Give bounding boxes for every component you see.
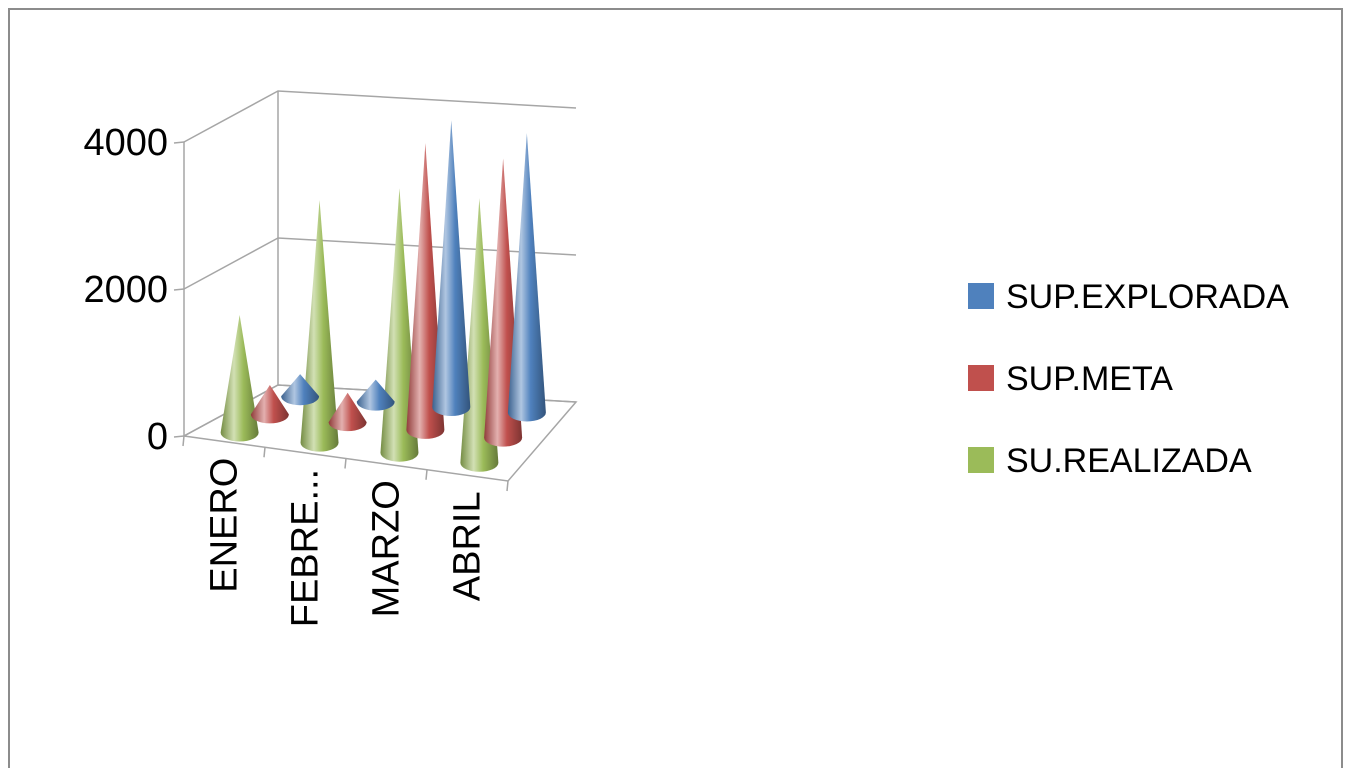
cone-su-realizada-0 <box>220 314 259 442</box>
y-tick-label: 4000 <box>83 122 168 164</box>
y-axis-ticks: 0 2000 4000 <box>83 122 185 458</box>
x-axis-ticks: ENERO FEBRE... MARZO ABRIL <box>182 435 509 627</box>
y-tick-mark <box>173 435 185 438</box>
y-tick-mark <box>173 288 185 291</box>
legend-swatch <box>968 283 994 309</box>
cone-su-realizada-1 <box>300 200 339 452</box>
x-tick-label: MARZO <box>366 480 408 617</box>
y-tick-label: 0 <box>147 416 168 458</box>
y-tick-label: 2000 <box>83 269 168 311</box>
x-tick-mark <box>182 435 185 447</box>
x-tick-mark <box>425 469 428 480</box>
cone-sup-explorada-0 <box>281 374 320 406</box>
cone-body <box>507 133 546 422</box>
legend-item: SUP.META <box>968 360 1173 398</box>
cone-sup-explorada-1 <box>356 379 395 411</box>
legend-item: SUP.EXPLORADA <box>968 278 1289 316</box>
legend-label: SU.REALIZADA <box>1006 442 1252 480</box>
cone-body <box>328 392 367 432</box>
gridline <box>183 90 577 143</box>
legend-swatch <box>968 447 994 473</box>
x-tick-mark <box>344 458 347 469</box>
cone-body <box>220 314 259 442</box>
cone-body <box>281 374 320 406</box>
cone-sup-explorada-2 <box>432 120 471 417</box>
x-tick-mark <box>506 480 509 492</box>
legend-label: SUP.META <box>1006 360 1173 398</box>
legend-item: SU.REALIZADA <box>968 442 1252 480</box>
x-tick-label: FEBRE... <box>285 469 327 627</box>
cone-body <box>250 384 289 424</box>
legend: SUP.EXPLORADA SUP.META SU.REALIZADA <box>968 278 1289 480</box>
cone-body <box>300 200 339 452</box>
cone-body <box>356 379 395 411</box>
cone-sup-meta-2 <box>406 143 445 439</box>
x-tick-label: ABRIL <box>447 491 489 601</box>
cone-sup-explorada-3 <box>507 133 546 422</box>
cone-sup-meta-1 <box>328 392 367 432</box>
cone-sup-meta-0 <box>250 384 289 424</box>
y-tick-mark <box>173 141 185 144</box>
plot-area <box>220 120 546 472</box>
legend-swatch <box>968 365 994 391</box>
cone-body <box>432 120 471 417</box>
legend-label: SUP.EXPLORADA <box>1006 278 1289 316</box>
x-tick-label: ENERO <box>204 458 246 593</box>
cone-body <box>406 143 445 439</box>
x-tick-mark <box>263 447 266 458</box>
